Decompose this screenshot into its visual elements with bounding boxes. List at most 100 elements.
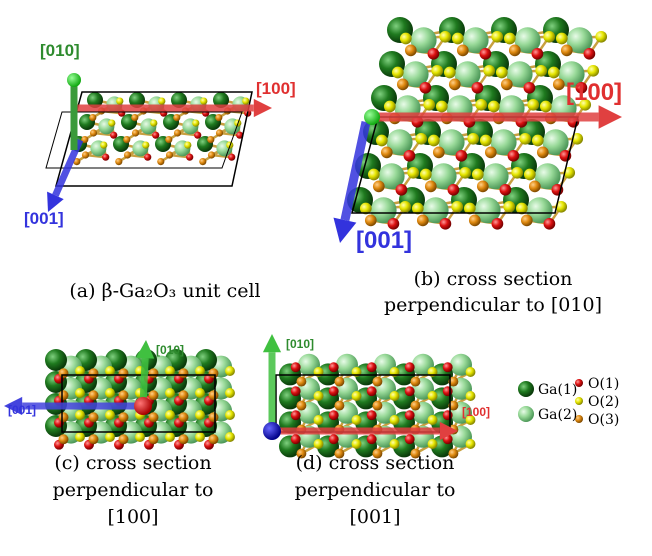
atom	[59, 434, 69, 444]
atom	[115, 158, 122, 165]
atom	[428, 135, 440, 147]
atom	[475, 99, 487, 111]
atom	[174, 129, 181, 136]
atom	[532, 48, 544, 60]
atom	[334, 377, 344, 387]
atom	[428, 48, 440, 60]
atom	[439, 31, 451, 43]
atom	[381, 147, 393, 159]
atom	[89, 114, 96, 121]
atom	[334, 401, 344, 411]
atom	[59, 412, 69, 422]
atom	[173, 114, 180, 121]
atom	[199, 158, 206, 165]
figure: [010] [100] [001] [100] [001] [010] [001…	[0, 0, 652, 556]
atom	[200, 98, 207, 105]
atom	[142, 142, 149, 149]
atom	[472, 82, 484, 94]
axis-label: [100]	[566, 79, 622, 106]
atom	[132, 129, 139, 136]
atom	[314, 439, 324, 449]
atom	[149, 390, 159, 400]
atom	[45, 349, 67, 371]
atom	[519, 133, 531, 145]
atom	[400, 33, 412, 45]
atom	[440, 218, 452, 230]
atom	[584, 48, 596, 60]
atom	[456, 150, 468, 162]
origin-ball	[364, 109, 380, 125]
atom	[209, 434, 219, 444]
legend-label: Ga(2)	[538, 407, 577, 423]
atom	[89, 412, 99, 422]
atom	[372, 401, 382, 411]
atom	[485, 147, 497, 159]
atom	[209, 412, 219, 422]
atom	[433, 147, 445, 159]
atom	[466, 439, 476, 449]
atom	[449, 79, 461, 91]
atom	[59, 390, 69, 400]
atom	[131, 114, 138, 121]
atom	[448, 184, 460, 196]
atom	[410, 401, 420, 411]
atom	[467, 133, 479, 145]
atom	[225, 366, 235, 376]
atom	[496, 67, 508, 79]
legend: Ga(1) Ga(2) O(1) O(2) O(3)	[518, 376, 619, 428]
legend-label: O(1)	[588, 376, 619, 392]
atom	[443, 386, 453, 396]
atom	[532, 135, 544, 147]
atom	[59, 368, 69, 378]
atom	[415, 133, 427, 145]
atom	[405, 362, 415, 372]
atom	[595, 31, 607, 43]
atom	[407, 167, 419, 179]
axis-label: [001]	[8, 403, 36, 417]
arrow-head	[136, 340, 154, 359]
atom	[296, 377, 306, 387]
caption: (b) cross section	[414, 268, 573, 290]
atom	[75, 410, 85, 420]
caption: (a) β-Ga₂O₃ unit cell	[69, 280, 260, 302]
atom	[82, 151, 89, 158]
caption: perpendicular to	[53, 479, 214, 501]
atom	[535, 65, 547, 77]
atom	[165, 388, 175, 398]
atom	[90, 129, 97, 136]
atom	[501, 79, 513, 91]
atom	[529, 181, 541, 193]
atom	[368, 169, 380, 181]
atom	[396, 184, 408, 196]
atom	[228, 154, 235, 161]
atom	[105, 432, 115, 442]
atom	[509, 45, 521, 57]
atom	[89, 434, 99, 444]
atom	[452, 33, 464, 45]
atom	[405, 45, 417, 57]
caption: [100]	[107, 506, 158, 528]
atom	[75, 388, 85, 398]
atom	[483, 65, 495, 77]
atom	[428, 415, 438, 425]
atom	[524, 169, 536, 181]
atom	[329, 434, 339, 444]
legend-swatch	[518, 406, 534, 422]
caption: (d) cross section	[296, 452, 455, 474]
axis-label: [010]	[40, 41, 80, 60]
atom	[367, 362, 377, 372]
atom	[195, 388, 205, 398]
atom	[457, 45, 469, 57]
atom	[225, 432, 235, 442]
atom	[329, 386, 339, 396]
legend-label: O(3)	[588, 412, 619, 428]
atom	[119, 412, 129, 422]
atom	[405, 434, 415, 444]
atom	[215, 114, 222, 121]
atom	[500, 184, 512, 196]
atom	[436, 101, 448, 113]
atom	[443, 410, 453, 420]
atom	[527, 99, 539, 111]
legend-swatch	[575, 397, 583, 405]
atom	[399, 201, 411, 213]
